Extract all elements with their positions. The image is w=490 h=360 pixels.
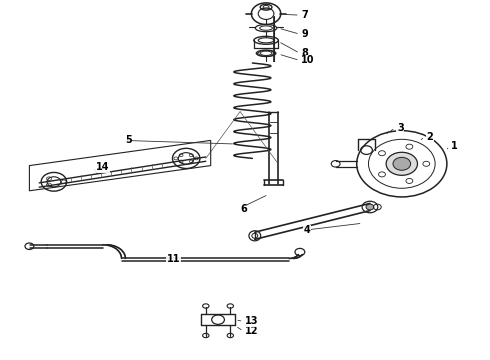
Text: 2: 2 [426,132,433,142]
Text: 8: 8 [301,48,308,58]
Text: 9: 9 [301,29,308,39]
Text: 12: 12 [245,326,259,336]
Text: 10: 10 [301,55,315,66]
Text: 5: 5 [125,135,132,145]
Circle shape [366,204,374,210]
Text: 11: 11 [167,254,180,264]
Circle shape [386,152,417,175]
Text: 4: 4 [304,225,311,235]
Text: 7: 7 [301,10,308,20]
Text: 14: 14 [96,162,109,172]
Text: 13: 13 [245,316,259,327]
Circle shape [393,157,411,170]
Text: 3: 3 [397,123,404,133]
Text: 6: 6 [240,204,247,214]
Text: 1: 1 [451,141,458,151]
